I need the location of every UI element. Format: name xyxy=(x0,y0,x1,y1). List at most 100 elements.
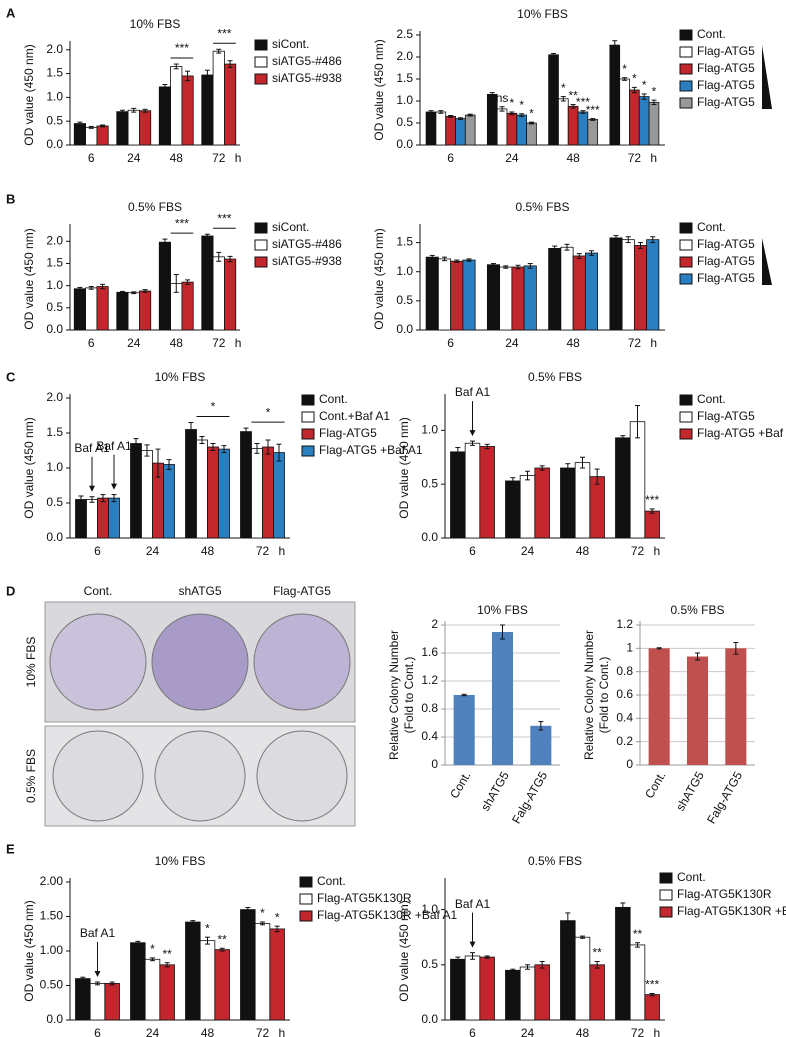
error-bar xyxy=(95,981,100,986)
legend-swatch xyxy=(679,239,693,251)
bar xyxy=(523,265,537,331)
legend-label: siATG5-#938 xyxy=(272,254,342,268)
error-bar xyxy=(489,92,495,97)
annotation: Baf A1 xyxy=(80,926,116,940)
legend-swatch xyxy=(679,97,693,109)
x-tick-label: 72 xyxy=(631,1026,645,1037)
error-bar xyxy=(245,907,251,913)
x-tick-label: 6 xyxy=(447,336,454,350)
bar xyxy=(574,462,591,539)
bar xyxy=(548,54,559,146)
arrow-head xyxy=(111,483,117,490)
row-label: 0.5% FBS xyxy=(24,749,38,803)
x-tick-label: Falg-ATG5 xyxy=(509,769,550,826)
well xyxy=(52,730,144,822)
error-bar xyxy=(515,264,521,270)
bar xyxy=(574,936,591,1021)
error-bar xyxy=(594,468,600,485)
annotation: * xyxy=(205,921,210,935)
bar xyxy=(638,96,650,146)
well xyxy=(49,613,147,711)
y-tick-label: 0.4 xyxy=(616,711,633,725)
panel-label: E xyxy=(6,841,15,856)
error-bar xyxy=(142,108,148,113)
y-axis-label: (Fold to Cont.) xyxy=(597,657,611,734)
bar xyxy=(75,499,87,539)
bar xyxy=(464,114,476,146)
error-bar xyxy=(109,981,115,986)
panel-label: D xyxy=(6,583,15,598)
bar xyxy=(450,958,466,1021)
error-bar xyxy=(499,106,505,112)
chart-title: 0.5% FBS xyxy=(128,200,182,214)
bar xyxy=(505,480,521,539)
error-bar xyxy=(227,255,233,263)
error-bar xyxy=(560,96,566,102)
bar xyxy=(453,695,475,765)
bar xyxy=(725,648,747,765)
bar xyxy=(505,969,521,1021)
error-bar xyxy=(164,962,170,968)
error-bar xyxy=(448,115,454,118)
bar xyxy=(462,259,476,331)
error-bar xyxy=(613,235,619,241)
legend-label: Cont. xyxy=(317,874,346,888)
error-bar xyxy=(538,721,544,731)
legend-swatch xyxy=(254,256,268,268)
bar xyxy=(435,111,447,146)
y-tick-label: 0.2 xyxy=(616,734,633,748)
bar xyxy=(116,291,129,331)
bar xyxy=(558,98,569,146)
bar xyxy=(615,906,631,1021)
legend-label: siATG5-#938 xyxy=(272,71,342,85)
legend-swatch xyxy=(299,893,313,905)
legend-label: Cont. xyxy=(319,392,348,406)
bar xyxy=(130,942,146,1021)
panel-label: B xyxy=(6,191,15,206)
bar xyxy=(73,288,86,331)
annotation: * xyxy=(642,78,647,92)
y-tick-label: 0.0 xyxy=(396,137,413,151)
bar xyxy=(534,467,550,539)
x-tick-label: 6 xyxy=(88,336,95,350)
annotation: Baf A1 xyxy=(96,439,132,453)
annotation: *** xyxy=(175,41,189,55)
legend-swatch xyxy=(679,222,693,234)
x-tick-label: 48 xyxy=(201,544,215,558)
y-tick-label: 2.5 xyxy=(396,27,413,41)
x-tick-label: 48 xyxy=(566,151,580,165)
bar xyxy=(686,656,709,765)
annotation: * xyxy=(622,62,627,76)
y-axis-label: OD value (450 nm) xyxy=(397,417,411,518)
x-tick-label: 6 xyxy=(94,544,101,558)
well xyxy=(256,730,348,822)
error-bar xyxy=(276,443,282,462)
error-bar xyxy=(470,952,475,960)
error-bar xyxy=(580,456,585,469)
legend-swatch xyxy=(254,56,268,68)
arrow-head xyxy=(469,941,476,948)
y-tick-label: 1.5 xyxy=(46,256,63,270)
legend-swatch xyxy=(301,445,315,457)
y-tick-label: 0.5 xyxy=(46,300,63,314)
legend-label: Flag-ATG5 xyxy=(697,271,755,285)
annotation: * xyxy=(266,405,271,419)
x-tick-label: 24 xyxy=(505,151,519,165)
bar xyxy=(455,118,466,146)
error-bar xyxy=(173,63,179,70)
error-bar xyxy=(119,109,125,114)
chart-title: 10% FBS xyxy=(477,603,528,617)
bar xyxy=(139,110,152,146)
error-bar xyxy=(457,117,463,120)
legend-swatch xyxy=(659,906,673,918)
error-bar xyxy=(552,245,558,252)
bar xyxy=(269,928,285,1021)
y-axis-label: OD value (450 nm) xyxy=(22,44,36,145)
y-tick-label: 0.0 xyxy=(421,530,438,544)
error-bar xyxy=(119,290,125,294)
error-bar xyxy=(216,251,222,262)
legend-label: siATG5-#486 xyxy=(272,237,342,251)
error-bar xyxy=(503,265,509,269)
annotation: ** xyxy=(217,932,227,946)
error-bar xyxy=(274,925,280,933)
